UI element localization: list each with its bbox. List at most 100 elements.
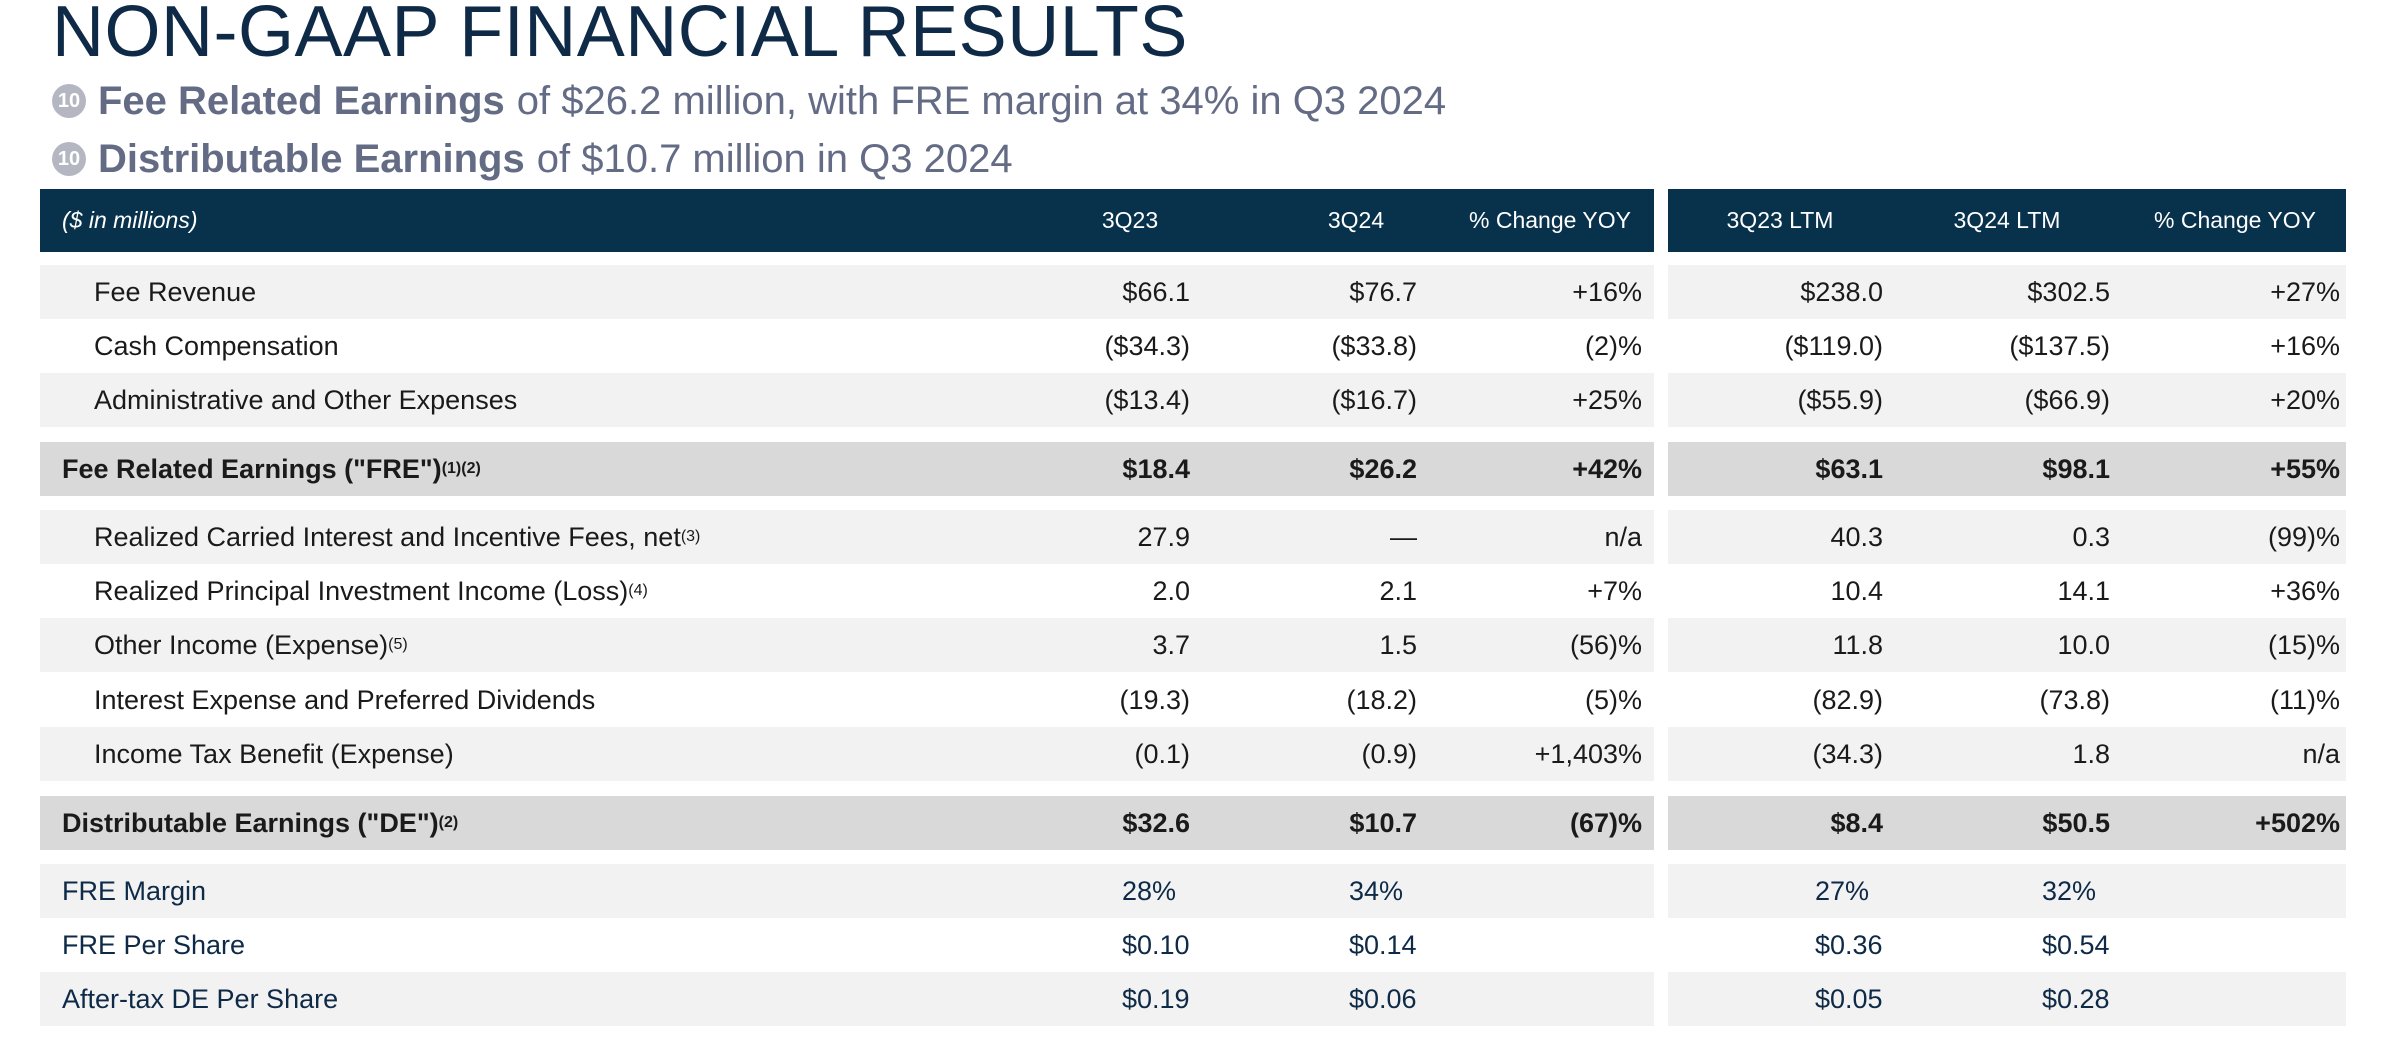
table-row: Interest Expense and Preferred Dividends… [40, 673, 2346, 727]
cell-change-yoy: (56)% [1569, 629, 1642, 660]
cell-3q23: 28% [1122, 875, 1177, 906]
row-label: Other Income (Expense) (5) [94, 629, 408, 660]
cell-3q23: 3.7 [1152, 629, 1190, 660]
page-title: NON-GAAP FINANCIAL RESULTS [52, 0, 1188, 72]
row-band-quarter [40, 918, 1654, 972]
row-band-ltm [1668, 727, 2346, 781]
row-band-ltm [1668, 864, 2346, 918]
row-band-quarter [40, 319, 1654, 373]
bullet-fre: 10 Fee Related Earnings of $26.2 million… [52, 76, 1446, 126]
cell-change-yoy: +16% [1572, 276, 1642, 307]
header-band-quarter [40, 189, 1654, 252]
cell-3q23-ltm: $8.4 [1830, 807, 1883, 838]
cell-3q24: — [1390, 521, 1417, 552]
col-header-3q23-ltm: 3Q23 LTM [1726, 207, 1834, 233]
table-row: Other Income (Expense) (5) 3.7 1.5 (56)% 11.8… [40, 618, 2346, 672]
cell-3q24-ltm: ($66.9) [2024, 384, 2110, 415]
bullet-lead: Fee Related Earnings [98, 78, 505, 123]
cell-3q24-ltm: 10.0 [2057, 629, 2110, 660]
row-band-ltm [1668, 918, 2346, 972]
table-row: FRE Margin 28% 34% 27% 32% [40, 864, 2346, 918]
cell-3q24-ltm: $0.54 [2042, 929, 2110, 960]
cell-3q24: (18.2) [1346, 684, 1417, 715]
cell-3q24: $10.7 [1349, 807, 1417, 838]
cell-3q24: $0.14 [1349, 929, 1417, 960]
cell-ltm-change-yoy [40, 972, 190, 1026]
cell-3q23-ltm: $0.05 [1815, 983, 1883, 1014]
cell-3q23: ($13.4) [1104, 384, 1190, 415]
cell-3q24-ltm: 14.1 [2057, 575, 2110, 606]
col-header-change-yoy: % Change YOY [1469, 207, 1631, 233]
table-row: After-tax DE Per Share $0.19 $0.06 $0.05 $0.… [40, 972, 2346, 1026]
row-label-text: Cash Compensation [94, 330, 339, 361]
cell-3q23: $0.10 [1122, 929, 1190, 960]
col-header-3q23: 3Q23 [1101, 207, 1159, 233]
header-band-ltm [1668, 189, 2346, 252]
cell-3q24-ltm: (73.8) [2039, 684, 2110, 715]
cell-3q24-ltm: 0.3 [2072, 521, 2110, 552]
col-header-3q24: 3Q24 [1327, 207, 1385, 233]
row-band-ltm [1668, 319, 2346, 373]
row-label: FRE Margin [62, 864, 206, 918]
cell-3q24: 1.5 [1379, 629, 1417, 660]
row-label: Interest Expense and Preferred Dividends [94, 673, 595, 727]
row-band-quarter [40, 864, 1654, 918]
row-label: Cash Compensation [94, 319, 339, 373]
row-band-ltm [1668, 618, 2346, 672]
cell-3q24-ltm: $302.5 [2027, 276, 2110, 307]
row-band-ltm [1668, 796, 2346, 850]
row-band-quarter [40, 442, 1654, 496]
cell-3q23: ($34.3) [1104, 330, 1190, 361]
row-label: Administrative and Other Expenses [94, 373, 517, 427]
cell-change-yoy: n/a [1604, 521, 1642, 552]
cell-3q24: $26.2 [1349, 453, 1417, 484]
col-header-3q24-ltm: 3Q24 LTM [1953, 207, 2061, 233]
cell-3q24: $76.7 [1349, 276, 1417, 307]
row-band-quarter [40, 618, 1654, 672]
cell-3q24: 34% [1349, 875, 1404, 906]
row-band-ltm [1668, 265, 2346, 319]
cell-ltm-change-yoy: +502% [2255, 807, 2340, 838]
cell-3q24-ltm: $98.1 [2042, 453, 2110, 484]
cell-3q23-ltm: $238.0 [1800, 276, 1883, 307]
row-label-text: FRE Per Share [62, 929, 246, 960]
table-row: Distributable Earnings ("DE") (2) $32.6 $10… [40, 796, 2346, 850]
row-label: After-tax DE Per Share [62, 972, 338, 1026]
row-band-quarter [40, 564, 1654, 618]
row-label: Distributable Earnings ("DE") (2) [62, 807, 459, 838]
table-row: Fee Related Earnings ("FRE") (1)(2) $18.4 $… [40, 442, 2346, 496]
row-label: Income Tax Benefit (Expense) [94, 727, 454, 781]
cell-ltm-change-yoy: n/a [2302, 738, 2340, 769]
cell-3q23-ltm: (34.3) [1812, 738, 1883, 769]
row-label-text: Administrative and Other Expenses [94, 384, 518, 415]
cell-3q24-ltm: ($137.5) [2009, 330, 2110, 361]
row-label-text: Fee Related Earnings ("FRE") [62, 453, 442, 484]
row-band-quarter [40, 727, 1654, 781]
cell-3q24: 2.1 [1379, 575, 1417, 606]
cell-3q24-ltm: $0.28 [2042, 983, 2110, 1014]
row-band-quarter [40, 373, 1654, 427]
cell-3q23-ltm: 40.3 [1830, 521, 1883, 552]
cell-3q23-ltm: $63.1 [1815, 453, 1883, 484]
row-band-ltm [1668, 510, 2346, 564]
cell-3q24-ltm: 1.8 [2072, 738, 2110, 769]
cell-3q23: $32.6 [1122, 807, 1190, 838]
cell-3q23-ltm: (82.9) [1812, 684, 1883, 715]
cell-change-yoy: +7% [1587, 575, 1642, 606]
cell-3q24: ($33.8) [1331, 330, 1417, 361]
cell-ltm-change-yoy [40, 918, 190, 972]
cell-3q23-ltm: 27% [1815, 875, 1870, 906]
row-label-text: Realized Carried Interest and Incentive … [94, 521, 681, 552]
units-label: ($ in millions) [62, 207, 198, 233]
cell-3q24: $0.06 [1349, 983, 1417, 1014]
table-row: Income Tax Benefit (Expense) (0.1) (0.9) +1… [40, 727, 2346, 781]
cell-3q23: $18.4 [1122, 453, 1190, 484]
row-label: Fee Related Earnings ("FRE") (1)(2) [62, 453, 481, 484]
row-band-ltm [1668, 373, 2346, 427]
row-band-quarter [40, 265, 1654, 319]
cell-ltm-change-yoy: +27% [2270, 276, 2340, 307]
table-row: FRE Per Share $0.10 $0.14 $0.36 $0.54 [40, 918, 2346, 972]
cell-ltm-change-yoy: +16% [2270, 330, 2340, 361]
cell-3q23-ltm: 10.4 [1830, 575, 1883, 606]
cell-change-yoy: +1,403% [1534, 738, 1642, 769]
